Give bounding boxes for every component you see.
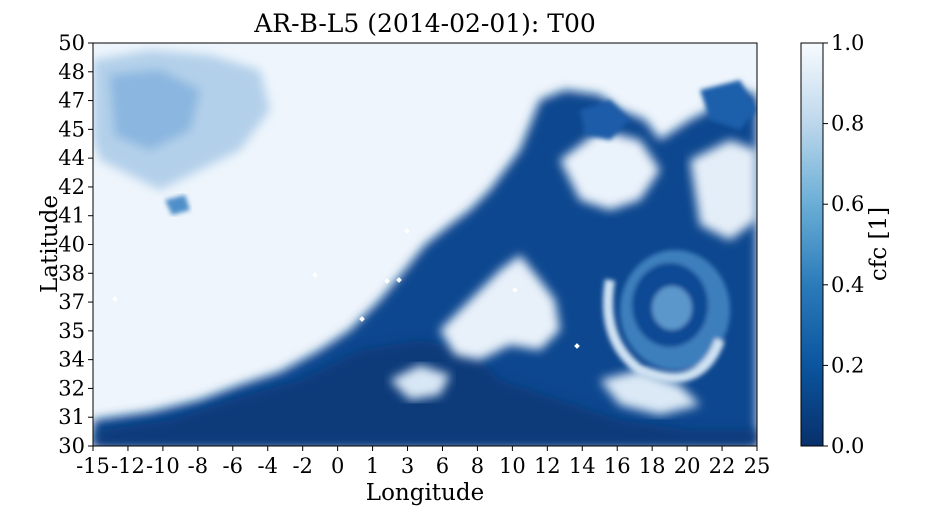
x-tick-label: 10 (499, 454, 526, 478)
y-tick-label: 40 (58, 233, 85, 257)
cloud-fleck-west (165, 195, 190, 215)
y-tick-label: 37 (58, 290, 85, 314)
colorbar: 0.0 0.2 0.4 0.6 0.8 1.0 cfc [1] (800, 31, 892, 458)
x-tick-label: 8 (471, 454, 484, 478)
colorbar-gradient (800, 42, 824, 447)
x-tick-label: 18 (639, 454, 666, 478)
x-tick-label: 3 (401, 454, 414, 478)
colorbar-tick-label: 0.0 (831, 434, 864, 458)
station-marker (384, 278, 390, 284)
x-tick-label: -6 (223, 454, 243, 478)
y-tick-label: 45 (58, 117, 85, 141)
y-axis-label: Latitude (37, 195, 63, 293)
colorbar-tick-label: 1.0 (831, 31, 864, 55)
x-tick-label: 12 (534, 454, 561, 478)
cloud-tongue-central (440, 255, 560, 360)
cloud-patch-south (390, 365, 450, 400)
station-marker (396, 277, 402, 283)
x-tick-label: 16 (604, 454, 631, 478)
station-marker (359, 316, 365, 322)
x-tick-label: -2 (292, 454, 312, 478)
x-axis-label: Longitude (366, 480, 484, 506)
cyclone-spiral (603, 250, 730, 383)
y-tick-label: 47 (58, 89, 85, 113)
clear-gap-northeast (580, 100, 630, 140)
cloud-broken-northeast (560, 130, 660, 210)
station-marker (112, 296, 118, 302)
station-marker (312, 272, 318, 278)
y-tick-label: 30 (58, 434, 85, 458)
y-tick-label: 31 (58, 405, 85, 429)
x-tick-label: -4 (258, 454, 278, 478)
x-tick-label: 0 (331, 454, 344, 478)
colorbar-tick-label: 0.8 (831, 112, 864, 136)
x-tick-label: -8 (188, 454, 208, 478)
x-tick-label: 22 (709, 454, 736, 478)
mixed-cloud-northwest-core (110, 70, 200, 150)
colorbar-label: cfc [1] (866, 207, 892, 281)
colorbar-tick-label: 0.4 (831, 273, 864, 297)
x-tick-label: 6 (436, 454, 449, 478)
y-tick-label: 44 (58, 146, 85, 170)
y-tick-label: 41 (58, 204, 85, 228)
x-tick-label: -12 (111, 454, 145, 478)
x-axis-ticks: -15 -12 -10 -8 -6 -4 -2 0 1 3 6 8 10 12 14 16 18 20 22 25 (76, 446, 770, 478)
colorbar-ticks: 0.0 0.2 0.4 0.6 0.8 1.0 (823, 31, 864, 458)
colorbar-tick-label: 0.2 (831, 353, 864, 377)
x-tick-label: 25 (744, 454, 771, 478)
station-marker (404, 228, 410, 234)
y-tick-label: 35 (58, 319, 85, 343)
station-marker (574, 343, 580, 349)
x-tick-label: -15 (76, 454, 110, 478)
x-tick-label: -10 (146, 454, 180, 478)
y-tick-label: 48 (58, 60, 85, 84)
y-tick-label: 42 (58, 175, 85, 199)
clear-gap-east (700, 80, 757, 130)
cloud-broken-east (690, 140, 757, 240)
y-tick-label: 38 (58, 261, 85, 285)
chart-title: AR-B-L5 (2014-02-01): T00 (253, 9, 596, 38)
cloud-patch-southeast (600, 370, 700, 415)
x-tick-label: 20 (674, 454, 701, 478)
y-axis-ticks: 30 31 32 34 35 37 38 40 41 42 44 45 47 48 50 (58, 31, 93, 458)
y-tick-label: 32 (58, 376, 85, 400)
heatmap-field (93, 43, 757, 446)
y-tick-label: 50 (58, 31, 85, 55)
y-tick-label: 34 (58, 348, 85, 372)
colorbar-tick-label: 0.6 (831, 192, 864, 216)
x-tick-label: 14 (569, 454, 596, 478)
station-markers (112, 228, 580, 349)
station-marker (512, 287, 518, 293)
x-tick-label: 1 (366, 454, 379, 478)
